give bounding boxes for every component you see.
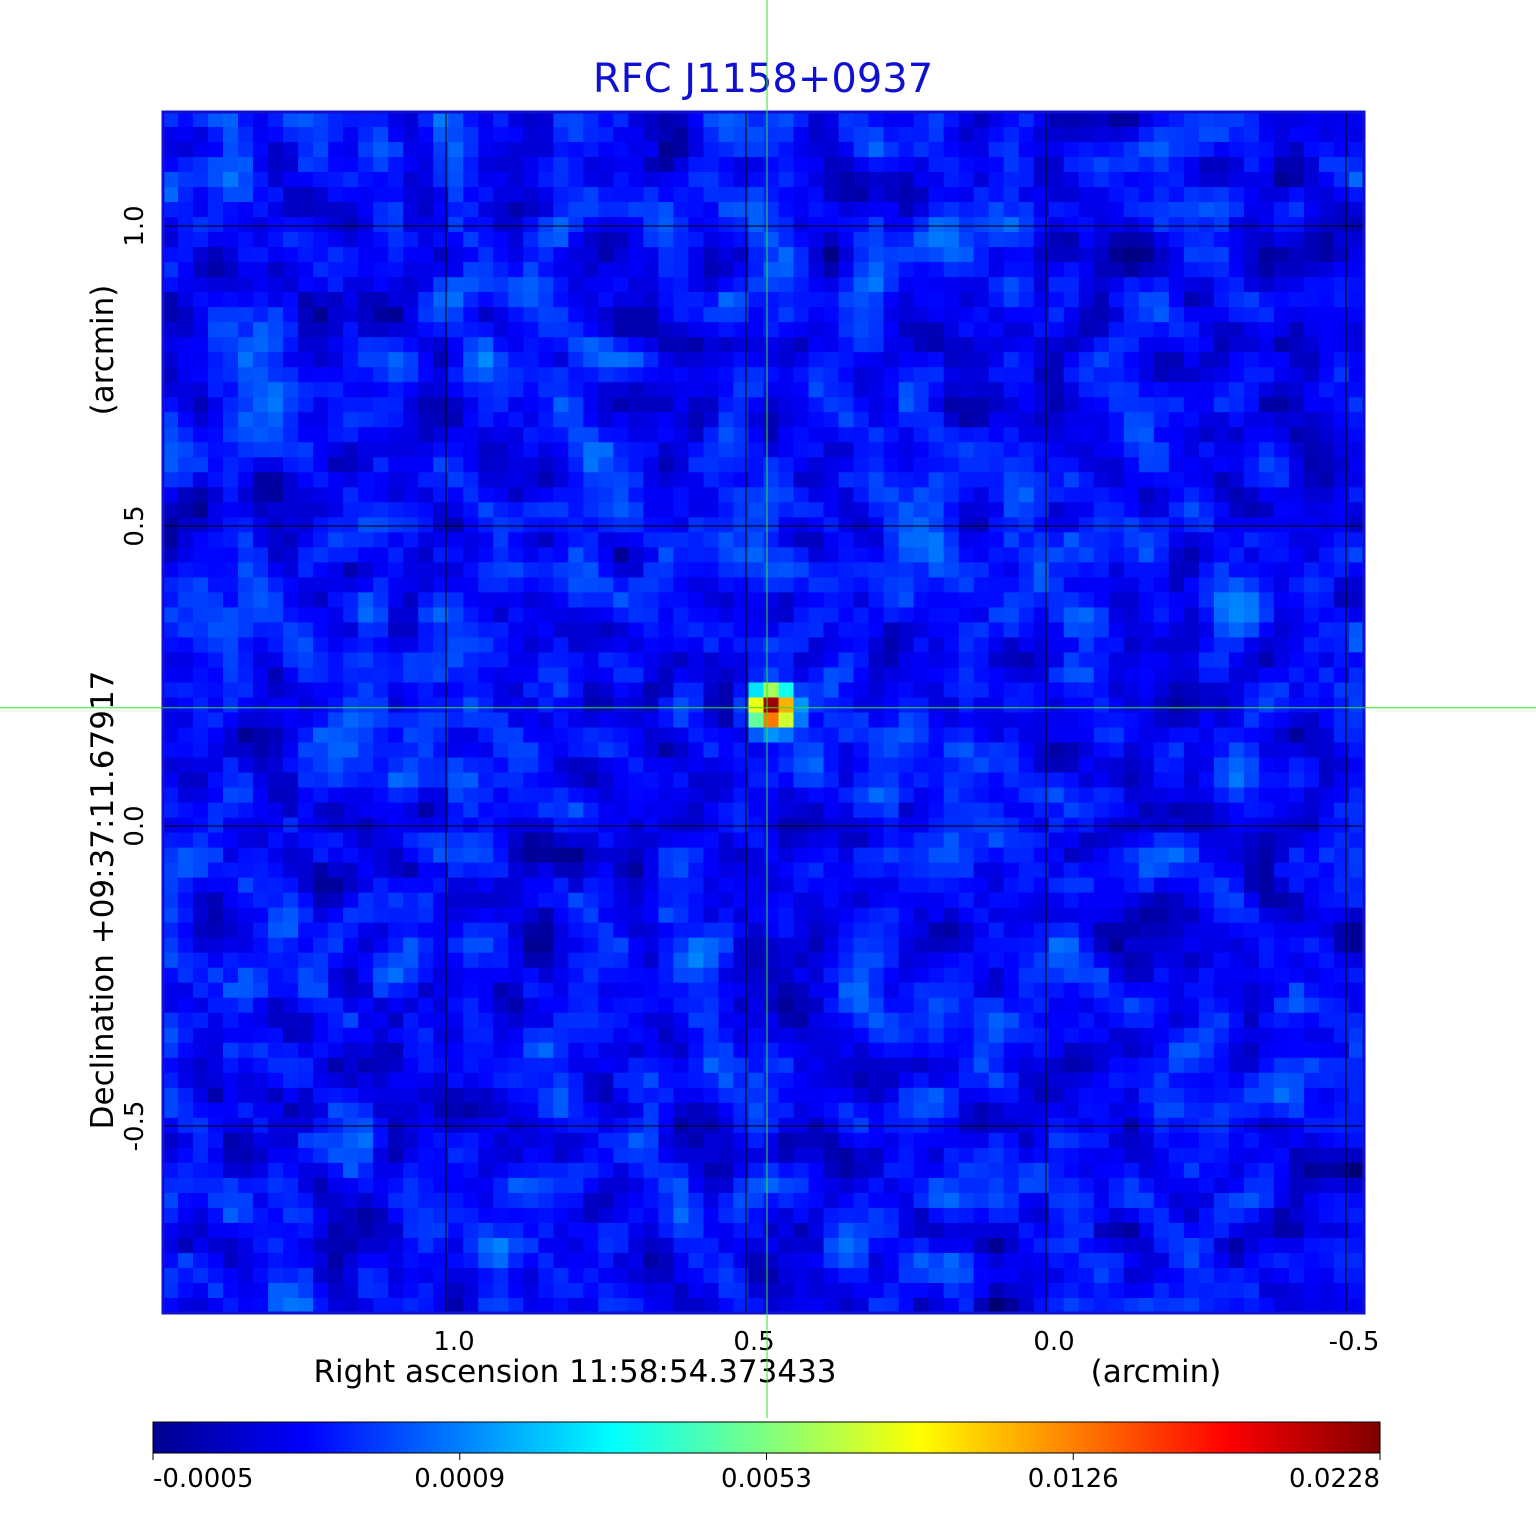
y-tick-label: -0.5 [120,1101,150,1152]
image [163,112,1365,1314]
x-tick-label: 1.0 [433,1327,474,1357]
colorbar-tick-label: 0.0126 [1028,1464,1119,1494]
colorbar-tick-label: 0.0228 [1289,1464,1380,1494]
y-tick-label: 0.5 [120,505,150,546]
colorbar-tick-label: 0.0009 [414,1464,505,1494]
chart-title: RFC J1158+0937 [593,56,933,102]
x-axis-label: Right ascension 11:58:54.373433 [313,1354,836,1390]
colorbar [153,1422,1380,1453]
y-axis-label: Declination +09:37:11.67917 [85,671,121,1130]
x-tick-label: 0.5 [733,1327,774,1357]
y-tick-label: 0.0 [120,805,150,846]
x-tick-label: -0.5 [1329,1327,1380,1357]
colorbar-tick-label: 0.0053 [721,1464,812,1494]
x-axis-unit: (arcmin) [1091,1354,1222,1390]
colorbar-tick-label: -0.0005 [153,1464,253,1494]
y-axis-unit: (arcmin) [85,285,121,416]
y-tick-label: 1.0 [120,205,150,246]
x-tick-label: 0.0 [1033,1327,1074,1357]
